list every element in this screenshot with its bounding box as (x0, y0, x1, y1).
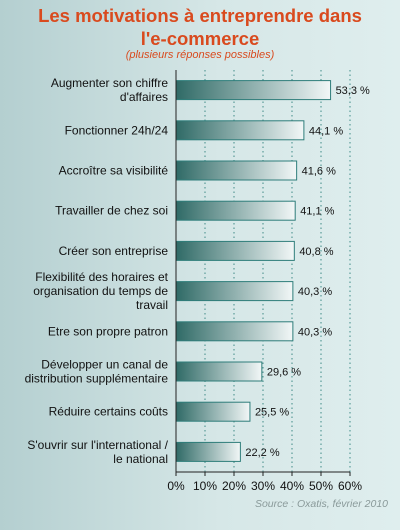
x-tick-label: 40% (280, 479, 304, 493)
bar (175, 240, 295, 261)
x-tick-label: 10% (193, 479, 217, 493)
bar (175, 120, 305, 141)
category-label-line: distribution supplémentaire (25, 372, 169, 386)
x-tick-label: 20% (222, 479, 246, 493)
category-label-line: Augmenter son chiffre (51, 76, 169, 90)
bar-value-label: 44,1 % (309, 125, 343, 137)
category-label-line: Flexibilité des horaires et (35, 270, 168, 284)
bar (175, 80, 332, 101)
category-labels: Augmenter son chiffre d'affaires Fonctionn… (25, 76, 169, 466)
category-label-line: Fonctionner 24h/24 (65, 123, 169, 137)
category-label-line: le national (113, 452, 168, 466)
bars: 53,3 % 44,1 % 41,6 % 41,1 % 40,8 % 40,3 % 40,3… (175, 80, 370, 462)
category-label-line: S'ouvrir sur l'international / (27, 438, 168, 452)
category-label-line: organisation du temps de (33, 284, 168, 298)
category-label-line: Réduire certains coûts (49, 405, 168, 419)
category-label: Flexibilité des horaires et organisation … (33, 270, 168, 312)
bar-value-label: 40,3 % (298, 286, 332, 298)
bar-value-label: 41,1 % (300, 206, 334, 218)
bar (175, 281, 294, 302)
bar-value-label: 40,3 % (298, 326, 332, 338)
category-label-line: Créer son entreprise (59, 244, 169, 258)
bar (175, 441, 241, 462)
bar-value-label: 25,5 % (255, 407, 289, 419)
x-tick-label: 60% (338, 479, 362, 493)
bar-value-label: 40,8 % (299, 246, 333, 258)
bar-value-label: 22,2 % (245, 447, 279, 459)
chart-title: Les motivations à entreprendre dans l'e-c… (0, 4, 400, 50)
bar-value-label: 53,3 % (336, 85, 370, 97)
category-label: Créer son entreprise (59, 244, 169, 258)
category-label-line: travail (136, 298, 168, 312)
category-label: S'ouvrir sur l'international / le nationa… (27, 438, 168, 466)
x-tick-label: 30% (251, 479, 275, 493)
category-label-line: Accroître sa visibilité (59, 164, 169, 178)
category-label: Développer un canal de distribution suppl… (25, 358, 169, 386)
bar (175, 160, 298, 181)
bar (175, 200, 296, 221)
category-label-line: Travailler de chez soi (55, 204, 168, 218)
source-note: Source : Oxatis, février 2010 (254, 498, 388, 510)
category-label: Etre son propre patron (48, 324, 168, 338)
category-label: Réduire certains coûts (49, 405, 168, 419)
bar (175, 321, 294, 342)
bar-value-label: 41,6 % (302, 166, 336, 178)
category-label-line: d'affaires (120, 90, 168, 104)
bar (175, 361, 263, 382)
bar-value-label: 29,6 % (267, 367, 301, 379)
category-label-line: Etre son propre patron (48, 324, 168, 338)
x-tick-label: 0% (167, 479, 185, 493)
x-axis: 0% 10% 20% 30% 40% 50% 60% (167, 70, 362, 493)
chart-title-line: Les motivations à entreprendre dans (38, 5, 362, 26)
category-label-line: Développer un canal de (41, 358, 168, 372)
category-label: Fonctionner 24h/24 (65, 123, 169, 137)
chart-subtitle: (plusieurs réponses possibles) (125, 49, 275, 61)
category-label: Accroître sa visibilité (59, 164, 169, 178)
x-tick-label: 50% (309, 479, 333, 493)
chart-title-line: l'e-commerce (140, 28, 260, 49)
category-label: Augmenter son chiffre d'affaires (51, 76, 169, 104)
bar (175, 401, 251, 422)
category-label: Travailler de chez soi (55, 204, 168, 218)
